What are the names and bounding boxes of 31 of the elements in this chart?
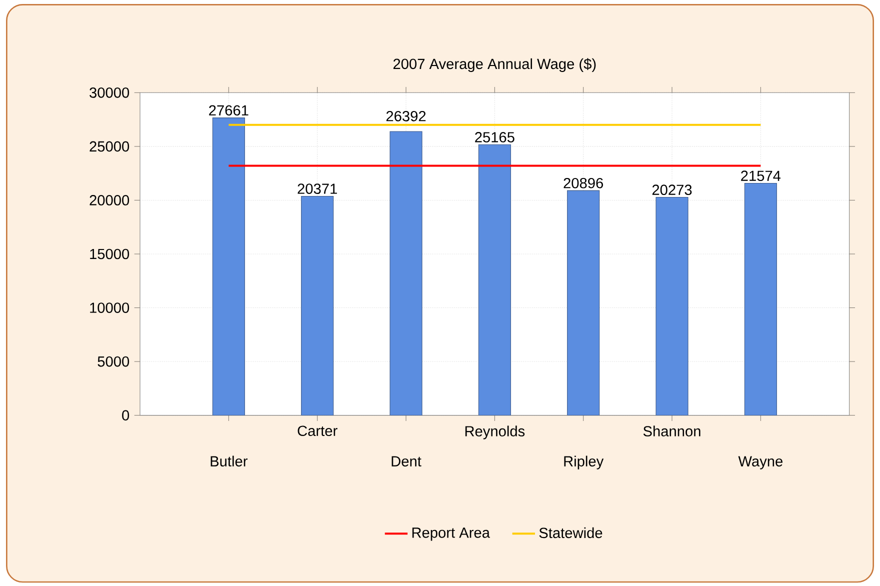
legend-label: Statewide (539, 527, 602, 538)
y-tick-label: 25000 (90, 141, 130, 152)
legend-label: Report Area (412, 528, 490, 541)
x-tick-label: Wayne (738, 456, 782, 470)
bar (390, 131, 422, 416)
data-label: 25165 (475, 132, 514, 142)
y-tick-label: 15000 (90, 248, 130, 260)
y-tick-label: 0 (122, 410, 130, 420)
bar (567, 190, 600, 416)
bar (744, 183, 777, 416)
data-label: 20371 (298, 184, 337, 194)
x-tick-label: Carter (298, 426, 338, 436)
bar (212, 118, 245, 416)
x-tick-label: Shannon (643, 426, 700, 436)
y-tick-label: 20000 (90, 195, 130, 206)
data-label: 26392 (386, 110, 426, 122)
x-tick-label: Ripley (564, 456, 604, 470)
data-label: 20273 (652, 184, 692, 196)
chart-title: 2007 Average Annual Wage ($) (393, 58, 596, 72)
bar (656, 197, 688, 416)
x-tick-label: Dent (392, 456, 422, 466)
x-tick-label: Butler (210, 456, 248, 466)
x-tick-label: Reynolds (465, 426, 525, 440)
y-tick-label: 30000 (90, 87, 130, 98)
y-tick-label: 10000 (90, 302, 130, 313)
data-label: 21574 (741, 170, 781, 182)
y-tick-label: 5000 (98, 356, 130, 367)
data-label: 27661 (209, 105, 248, 116)
data-label: 20896 (564, 178, 603, 188)
bar (301, 196, 334, 416)
bar (478, 144, 511, 416)
